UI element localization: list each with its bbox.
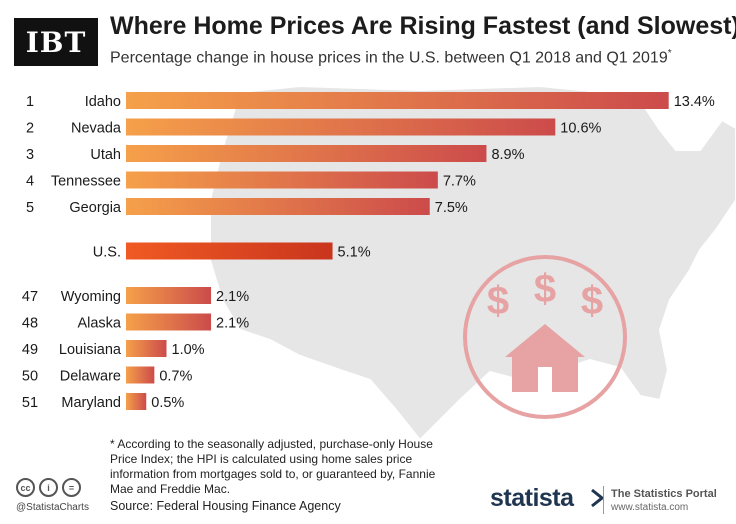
- rank-label: 51: [22, 395, 38, 411]
- bar-alaska: [126, 313, 212, 331]
- rank-label: 1: [26, 94, 34, 110]
- value-label: 7.7%: [443, 174, 476, 190]
- house-with-dollars-icon: $ $ $: [463, 255, 627, 419]
- category-label: Alaska: [77, 316, 121, 332]
- category-label: Louisiana: [59, 342, 122, 358]
- value-label: 7.5%: [435, 200, 468, 216]
- ibt-logo: IBT: [14, 18, 98, 66]
- no-derivatives-icon: =: [62, 478, 81, 497]
- category-label: Nevada: [71, 121, 122, 137]
- value-label: 5.1%: [338, 245, 371, 261]
- dollar-sign: $: [534, 267, 556, 311]
- rank-label: 4: [26, 174, 34, 190]
- rank-label: 50: [22, 369, 38, 385]
- house-shape: [505, 324, 585, 392]
- statista-logo-text: statista: [490, 484, 574, 512]
- value-label: 1.0%: [172, 342, 205, 358]
- subtitle-asterisk: *: [667, 48, 672, 59]
- statista-mark-icon: [591, 488, 604, 508]
- source-text: Source: Federal Housing Finance Agency: [110, 499, 341, 513]
- bar-us: [126, 242, 333, 260]
- rank-label: 49: [22, 342, 38, 358]
- attribution-icon: i: [39, 478, 58, 497]
- category-label: Delaware: [60, 369, 121, 385]
- rank-label: 47: [22, 289, 38, 305]
- rank-label: 3: [26, 147, 34, 163]
- bar-maryland: [126, 393, 147, 410]
- rank-label: 48: [22, 316, 38, 332]
- value-label: 0.7%: [159, 369, 192, 385]
- house-door: [538, 367, 552, 392]
- category-label: Georgia: [69, 200, 122, 216]
- portal-name: The Statistics Portal: [611, 488, 717, 500]
- badge-circle: [463, 255, 627, 419]
- footer-divider: [603, 486, 604, 514]
- dollar-sign: $: [487, 279, 509, 323]
- value-label: 2.1%: [216, 289, 249, 305]
- value-label: 2.1%: [216, 316, 249, 332]
- category-label: Utah: [90, 147, 121, 163]
- bar-georgia: [126, 198, 430, 215]
- category-label: U.S.: [93, 245, 121, 261]
- creative-commons-icon: cc: [16, 478, 35, 497]
- social-handle: @StatistaCharts: [16, 502, 89, 513]
- value-label: 8.9%: [491, 147, 524, 163]
- rank-label: 2: [26, 121, 34, 137]
- bar-utah: [126, 145, 487, 162]
- value-label: 0.5%: [151, 395, 184, 411]
- bar-wyoming: [126, 287, 212, 304]
- value-label: 13.4%: [674, 94, 715, 110]
- value-label: 10.6%: [560, 121, 601, 137]
- bar-louisiana: [126, 340, 167, 357]
- bar-idaho: [126, 92, 669, 109]
- bar-chart: 1 Idaho 13.4% 2 Nevada 10.6% 3 Utah 8.9% 4 Tenness…: [22, 92, 715, 411]
- category-label: Idaho: [85, 94, 121, 110]
- chart-subtitle: Percentage change in house prices in the…: [110, 48, 730, 67]
- bar-tennessee: [126, 171, 438, 189]
- license-icons: cc i =: [16, 478, 81, 497]
- category-label: Maryland: [61, 395, 121, 411]
- category-label: Tennessee: [51, 174, 121, 190]
- chart-title: Where Home Prices Are Rising Fastest (an…: [110, 12, 736, 40]
- bar-delaware: [126, 366, 155, 384]
- subtitle-text: Percentage change in house prices in the…: [110, 49, 668, 67]
- footnote: * According to the seasonally adjusted, …: [110, 437, 436, 496]
- rank-label: 5: [26, 200, 34, 216]
- dollar-sign: $: [581, 279, 603, 323]
- portal-url: www.statista.com: [611, 502, 689, 513]
- bar-nevada: [126, 118, 556, 136]
- category-label: Wyoming: [61, 289, 121, 305]
